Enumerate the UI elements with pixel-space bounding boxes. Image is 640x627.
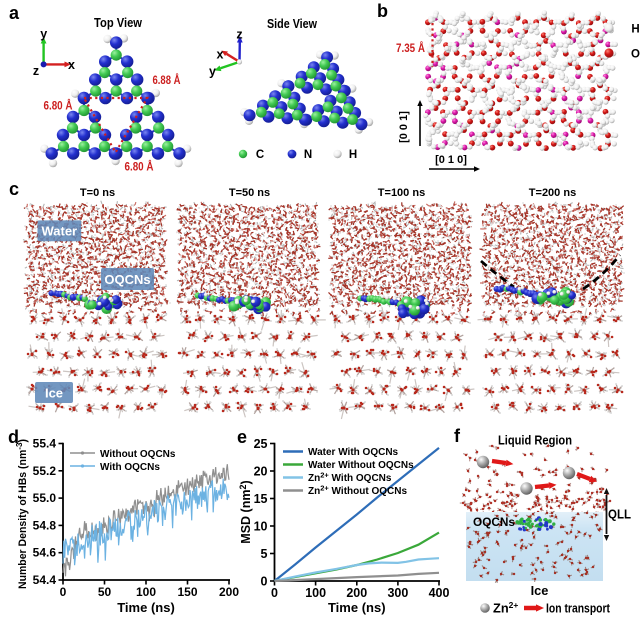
- svg-text:Ice: Ice: [45, 386, 63, 401]
- svg-text:400: 400: [429, 586, 450, 600]
- svg-text:y: y: [209, 65, 216, 79]
- svg-text:OQCNs: OQCNs: [473, 515, 515, 529]
- svg-text:Liquid Region: Liquid Region: [498, 433, 572, 448]
- svg-text:QLL: QLL: [608, 507, 631, 522]
- svg-text:55.0: 55.0: [33, 491, 57, 505]
- svg-text:c: c: [9, 179, 19, 199]
- svg-text:150: 150: [177, 585, 197, 599]
- svg-text:55.2: 55.2: [33, 464, 57, 478]
- svg-text:55.4: 55.4: [33, 437, 57, 451]
- svg-text:Side View: Side View: [267, 17, 317, 31]
- svg-text:Without OQCNs: Without OQCNs: [100, 449, 176, 460]
- svg-text:T=100 ns: T=100 ns: [378, 187, 425, 199]
- svg-text:20: 20: [254, 465, 268, 479]
- svg-text:Top View: Top View: [94, 16, 142, 30]
- svg-text:6.80 Å: 6.80 Å: [125, 159, 154, 174]
- svg-text:0: 0: [261, 575, 268, 589]
- svg-text:Water: Water: [41, 224, 77, 239]
- svg-text:100: 100: [305, 586, 326, 600]
- svg-text:z: z: [236, 28, 242, 42]
- svg-text:200: 200: [219, 585, 239, 599]
- svg-text:0: 0: [60, 585, 67, 599]
- svg-text:15: 15: [254, 492, 268, 506]
- svg-text:e: e: [237, 427, 247, 447]
- svg-text:5: 5: [261, 547, 268, 561]
- svg-text:b: b: [377, 1, 388, 21]
- svg-text:Water With OQCNs: Water With OQCNs: [308, 447, 399, 458]
- svg-text:C: C: [256, 149, 264, 161]
- svg-text:[0 0 1]: [0 0 1]: [398, 111, 410, 143]
- svg-text:x: x: [68, 58, 75, 72]
- svg-text:T=200 ns: T=200 ns: [529, 187, 576, 199]
- svg-text:54.4: 54.4: [33, 573, 57, 587]
- svg-text:50: 50: [98, 585, 112, 599]
- svg-text:54.6: 54.6: [33, 546, 57, 560]
- svg-text:O: O: [631, 49, 640, 61]
- svg-text:z: z: [33, 64, 39, 78]
- svg-text:Number Density of HBs (nm-3): Number Density of HBs (nm-3): [14, 439, 29, 589]
- svg-text:100: 100: [136, 585, 156, 599]
- svg-text:10: 10: [254, 520, 268, 534]
- svg-text:With OQCNs: With OQCNs: [100, 462, 160, 473]
- svg-text:a: a: [9, 3, 20, 23]
- svg-text:f: f: [454, 426, 461, 446]
- svg-text:H: H: [631, 24, 639, 36]
- svg-text:Ion transport: Ion transport: [546, 601, 611, 616]
- svg-text:H: H: [349, 149, 357, 161]
- svg-text:Time (ns): Time (ns): [117, 600, 175, 615]
- svg-text:6.88 Å: 6.88 Å: [153, 72, 181, 87]
- svg-text:200: 200: [346, 586, 367, 600]
- svg-text:54.8: 54.8: [33, 518, 57, 532]
- svg-text:MSD (nm2): MSD (nm2): [238, 480, 253, 543]
- svg-text:N: N: [304, 149, 312, 161]
- svg-text:y: y: [40, 27, 47, 41]
- svg-text:[0 1 0]: [0 1 0]: [435, 154, 467, 166]
- svg-text:x: x: [217, 48, 224, 62]
- svg-text:Ice: Ice: [531, 583, 549, 598]
- svg-text:Time (ns): Time (ns): [328, 600, 386, 615]
- svg-text:300: 300: [387, 586, 408, 600]
- svg-text:Water Without OQCNs: Water Without OQCNs: [308, 460, 414, 471]
- svg-text:T=50 ns: T=50 ns: [229, 187, 270, 199]
- svg-text:OQCNs: OQCNs: [104, 272, 150, 287]
- svg-text:7.35 Å: 7.35 Å: [396, 40, 425, 55]
- svg-text:0: 0: [271, 586, 278, 600]
- svg-text:6.80 Å: 6.80 Å: [44, 98, 73, 113]
- svg-text:25: 25: [254, 437, 268, 451]
- svg-text:T=0 ns: T=0 ns: [80, 187, 115, 199]
